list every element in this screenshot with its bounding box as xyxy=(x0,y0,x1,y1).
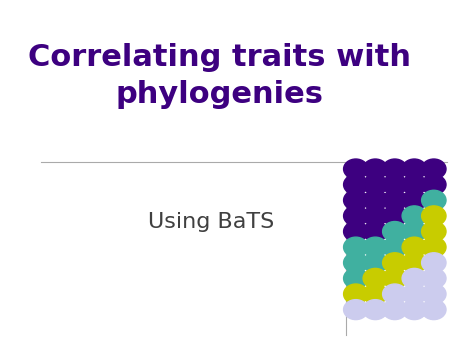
Circle shape xyxy=(422,300,446,320)
Circle shape xyxy=(363,190,387,210)
Circle shape xyxy=(422,190,446,210)
Circle shape xyxy=(402,300,427,320)
Circle shape xyxy=(363,268,387,288)
Circle shape xyxy=(382,300,407,320)
Circle shape xyxy=(422,159,446,179)
Circle shape xyxy=(344,268,368,288)
Circle shape xyxy=(402,206,427,226)
Circle shape xyxy=(382,253,407,273)
Circle shape xyxy=(422,253,446,273)
Text: Correlating traits with
phylogenies: Correlating traits with phylogenies xyxy=(28,43,411,109)
Circle shape xyxy=(422,175,446,195)
Circle shape xyxy=(363,206,387,226)
Circle shape xyxy=(363,175,387,195)
Circle shape xyxy=(382,237,407,257)
Circle shape xyxy=(382,206,407,226)
Text: Using BaTS: Using BaTS xyxy=(148,212,274,232)
Circle shape xyxy=(363,300,387,320)
Circle shape xyxy=(344,190,368,210)
Circle shape xyxy=(402,175,427,195)
Circle shape xyxy=(363,237,387,257)
Circle shape xyxy=(344,284,368,304)
Circle shape xyxy=(422,221,446,241)
Circle shape xyxy=(344,237,368,257)
Circle shape xyxy=(382,159,407,179)
Circle shape xyxy=(422,206,446,226)
Circle shape xyxy=(344,253,368,273)
Circle shape xyxy=(382,284,407,304)
Circle shape xyxy=(402,221,427,241)
Circle shape xyxy=(402,190,427,210)
Circle shape xyxy=(344,159,368,179)
Circle shape xyxy=(402,159,427,179)
Circle shape xyxy=(344,206,368,226)
Circle shape xyxy=(363,284,387,304)
Circle shape xyxy=(344,175,368,195)
Circle shape xyxy=(382,268,407,288)
Circle shape xyxy=(344,300,368,320)
Circle shape xyxy=(422,284,446,304)
Circle shape xyxy=(422,268,446,288)
Circle shape xyxy=(422,237,446,257)
Circle shape xyxy=(402,284,427,304)
Circle shape xyxy=(402,237,427,257)
Circle shape xyxy=(344,221,368,241)
Circle shape xyxy=(363,221,387,241)
Circle shape xyxy=(363,159,387,179)
Circle shape xyxy=(382,175,407,195)
Circle shape xyxy=(363,253,387,273)
Circle shape xyxy=(382,221,407,241)
Circle shape xyxy=(402,253,427,273)
Circle shape xyxy=(402,268,427,288)
Circle shape xyxy=(382,190,407,210)
